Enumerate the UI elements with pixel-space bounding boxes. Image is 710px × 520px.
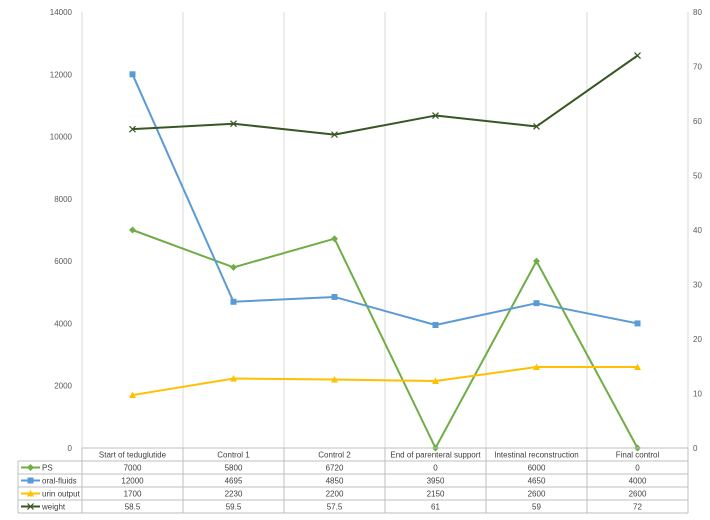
data-label: 4695 — [225, 477, 243, 486]
left-axis-tick-label: 0 — [68, 444, 73, 453]
data-label: 4000 — [629, 477, 647, 486]
category-label: Intestinal reconstruction — [494, 451, 579, 460]
data-point — [129, 391, 136, 399]
right-axis-tick-label: 50 — [693, 172, 702, 181]
data-label: 1700 — [124, 490, 142, 499]
data-point — [230, 298, 237, 305]
data-point — [533, 363, 540, 371]
data-point — [432, 112, 439, 119]
right-axis-tick-label: 20 — [693, 335, 702, 344]
legend-key-urin-output — [21, 490, 40, 497]
data-label: 6720 — [326, 464, 344, 473]
legend-label: urin output — [42, 490, 81, 499]
data-label: 59.5 — [226, 503, 242, 512]
data-label: 4850 — [326, 477, 344, 486]
data-label: 2230 — [225, 490, 243, 499]
series-ps — [129, 226, 641, 452]
left-axis-tick-label: 10000 — [50, 133, 73, 142]
series-oral-fluids — [129, 71, 641, 328]
data-label: 12000 — [121, 477, 144, 486]
series-urin-output — [129, 363, 641, 399]
data-point — [230, 375, 237, 382]
left-axis-tick-label: 4000 — [54, 319, 72, 328]
legend-key-oral-fluids — [21, 477, 40, 484]
data-point — [129, 71, 136, 78]
series-line-ps — [132, 229, 639, 449]
series-line-urin-output — [132, 366, 638, 397]
data-point — [230, 263, 237, 271]
data-point — [27, 503, 34, 510]
category-label: Start of teduglutide — [99, 451, 167, 460]
data-label: 2200 — [326, 490, 344, 499]
data-point — [533, 300, 540, 307]
data-point — [331, 131, 338, 139]
right-axis-tick-label: 30 — [693, 281, 702, 290]
legend-key-weight — [21, 503, 40, 510]
data-point — [634, 363, 641, 371]
left-axis-tick-label: 12000 — [50, 70, 73, 79]
data-label: 59 — [532, 503, 541, 512]
data-label: 0 — [635, 464, 640, 473]
right-axis: 0 10 20 30 40 50 60 70 80 — [693, 8, 702, 453]
data-label: 6000 — [528, 464, 546, 473]
series-line-weight — [132, 54, 639, 136]
data-point — [27, 464, 34, 471]
data-label: 57.5 — [327, 503, 343, 512]
data-point — [533, 123, 540, 130]
data-point — [432, 321, 439, 328]
right-axis-tick-label: 0 — [693, 444, 698, 453]
gridlines — [81, 12, 689, 448]
data-label: 2600 — [629, 490, 647, 499]
data-point — [331, 293, 338, 300]
data-label: 61 — [431, 503, 440, 512]
data-label: 72 — [633, 503, 642, 512]
data-point — [230, 120, 237, 128]
right-axis-tick-label: 10 — [693, 390, 702, 399]
data-point — [533, 257, 540, 265]
data-point — [634, 52, 641, 60]
data-point — [129, 125, 136, 133]
data-label: 3950 — [427, 477, 445, 486]
legend-label: weight — [41, 503, 66, 512]
right-axis-tick-label: 80 — [693, 8, 702, 17]
left-axis-tick-label: 2000 — [54, 382, 72, 391]
series-weight — [129, 52, 641, 139]
data-point — [432, 377, 439, 385]
data-point — [331, 235, 338, 243]
right-axis-tick-label: 70 — [693, 63, 702, 72]
data-point — [634, 320, 641, 327]
data-label: 2600 — [528, 490, 546, 499]
data-label: 2150 — [427, 490, 445, 499]
left-axis: 0 2000 4000 6000 8000 10000 12000 14000 — [50, 8, 73, 453]
right-axis-tick-label: 40 — [693, 226, 702, 235]
left-axis-tick-label: 6000 — [54, 257, 72, 266]
data-point — [27, 477, 34, 484]
data-label: 0 — [433, 464, 438, 473]
left-axis-tick-label: 14000 — [50, 8, 73, 17]
data-point — [331, 375, 338, 383]
right-axis-tick-label: 60 — [693, 117, 702, 126]
category-label: Control 2 — [318, 451, 351, 460]
data-table: Start of teduglutide Control 1 Control 2 En… — [17, 447, 689, 514]
series-lines — [129, 52, 641, 452]
legend-label: oral-fluids — [42, 477, 77, 486]
category-label: End of parenteral support — [390, 451, 481, 460]
data-point — [27, 490, 34, 497]
data-point — [129, 226, 136, 234]
series-line-oral-fluids — [131, 73, 638, 326]
legend-key-ps — [21, 464, 40, 471]
data-label: 7000 — [124, 464, 142, 473]
data-label: 4650 — [528, 477, 546, 486]
left-axis-tick-label: 8000 — [54, 195, 72, 204]
category-label: Final control — [616, 451, 660, 460]
legend-label: PS — [42, 464, 53, 473]
data-label: 58.5 — [125, 503, 141, 512]
data-label: 5800 — [225, 464, 243, 473]
category-label: Control 1 — [217, 451, 250, 460]
